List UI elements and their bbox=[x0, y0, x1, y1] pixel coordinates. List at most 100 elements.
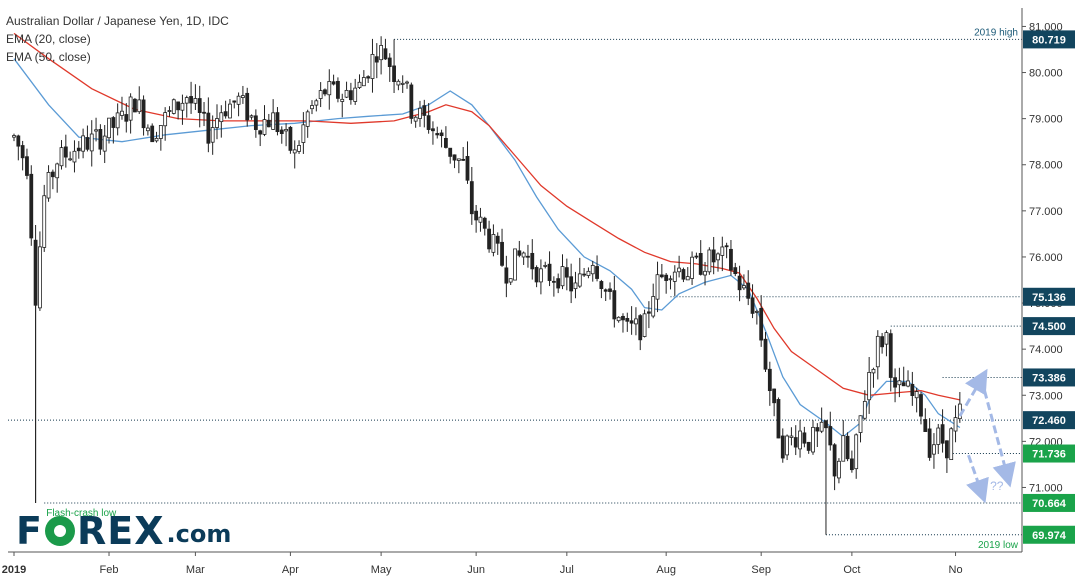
candle-body bbox=[266, 119, 271, 128]
candle-body bbox=[271, 112, 276, 130]
candle-body bbox=[793, 437, 798, 448]
candle-body bbox=[638, 315, 643, 341]
candle-body bbox=[55, 163, 60, 179]
candle-body bbox=[383, 48, 388, 60]
candle-body bbox=[219, 112, 224, 123]
logo-dotcom: .com bbox=[166, 520, 232, 548]
candle-body bbox=[711, 249, 716, 263]
candle-body bbox=[46, 172, 51, 199]
candle-body bbox=[724, 245, 729, 248]
candle-body bbox=[521, 252, 526, 258]
candle-body bbox=[20, 145, 25, 159]
candle-body bbox=[720, 246, 725, 256]
candle-body bbox=[305, 111, 310, 127]
level-price-tag bbox=[1023, 287, 1075, 306]
candle-body bbox=[426, 115, 431, 130]
candle-body bbox=[754, 310, 759, 313]
candle-body bbox=[599, 281, 604, 289]
x-tick-label: No bbox=[949, 564, 963, 576]
candle-body bbox=[72, 150, 77, 163]
candle-body bbox=[767, 368, 772, 392]
candle-body bbox=[742, 285, 746, 289]
candle-body bbox=[595, 266, 599, 279]
forecast-question-label: ?? bbox=[990, 479, 1004, 493]
candle-body bbox=[163, 112, 168, 127]
candle-body bbox=[923, 419, 928, 432]
x-tick-label: 2019 bbox=[2, 564, 26, 576]
candle-body bbox=[141, 99, 146, 129]
chart-legend: Australian Dollar / Japanese Yen, 1D, ID… bbox=[6, 12, 229, 66]
level-price-label: 71.736 bbox=[1032, 449, 1066, 461]
candle-body bbox=[210, 127, 215, 143]
logo-text-right: REX bbox=[76, 509, 165, 553]
y-tick-label: 73.000 bbox=[1029, 390, 1063, 402]
candle-body bbox=[789, 435, 794, 438]
candle-body bbox=[707, 249, 712, 273]
candle-body bbox=[465, 156, 470, 181]
candle-body bbox=[871, 368, 876, 374]
candle-body bbox=[569, 276, 574, 292]
level-price-tag bbox=[1023, 30, 1075, 49]
candle-body bbox=[249, 115, 254, 118]
candle-body bbox=[16, 135, 21, 147]
candle-body bbox=[685, 276, 690, 281]
ema-lines bbox=[13, 32, 961, 438]
candle-body bbox=[560, 266, 565, 287]
level-labels: 80.719 75.136 74.500 73.386 72.460 71.736 70.6… bbox=[46, 27, 1075, 551]
candle-body bbox=[819, 421, 824, 432]
candle-body bbox=[42, 195, 47, 248]
candle-body bbox=[344, 89, 349, 98]
candle-body bbox=[94, 129, 98, 132]
candle-body bbox=[452, 154, 457, 161]
candle-body bbox=[443, 137, 448, 148]
candle-body bbox=[25, 156, 29, 176]
candle-body bbox=[668, 278, 673, 281]
candle-body bbox=[206, 112, 211, 144]
candle-body bbox=[785, 435, 789, 456]
candle-body bbox=[608, 288, 612, 292]
candle-body bbox=[469, 181, 474, 215]
level-price-label: 73.386 bbox=[1032, 372, 1066, 384]
candle-body bbox=[85, 137, 90, 150]
candle-body bbox=[953, 417, 958, 432]
candle-body bbox=[115, 112, 120, 129]
candle-body bbox=[858, 415, 863, 433]
candle-body bbox=[513, 248, 517, 281]
candle-body bbox=[927, 428, 932, 458]
candle-body bbox=[932, 444, 936, 455]
candle-body bbox=[906, 380, 910, 387]
level-price-label: 72.460 bbox=[1032, 415, 1066, 427]
candle-body bbox=[798, 430, 802, 450]
level-price-label: 80.719 bbox=[1032, 34, 1066, 46]
candle-body bbox=[29, 173, 34, 239]
level-price-tag bbox=[1023, 525, 1075, 544]
candle-body bbox=[370, 53, 375, 79]
candle-body bbox=[729, 248, 733, 271]
candle-body bbox=[81, 135, 86, 152]
candle-body bbox=[154, 137, 159, 142]
x-tick-label: May bbox=[371, 564, 392, 576]
candle-body bbox=[811, 426, 815, 453]
candle-body bbox=[867, 372, 872, 401]
ema50-line bbox=[13, 32, 961, 401]
candle-body bbox=[128, 96, 133, 121]
candle-body bbox=[38, 246, 42, 309]
candle-body bbox=[137, 99, 142, 113]
x-tick-label: Feb bbox=[100, 564, 119, 576]
candle-body bbox=[944, 440, 949, 459]
candle-body bbox=[616, 316, 621, 322]
forecast-arrow-down-main bbox=[979, 378, 1016, 488]
candle-body bbox=[111, 117, 116, 128]
candle-body bbox=[573, 282, 578, 290]
level-price-label: 75.136 bbox=[1032, 292, 1066, 304]
candle-body bbox=[526, 255, 530, 258]
y-tick-label: 79.000 bbox=[1029, 114, 1063, 126]
x-tick-label: Apr bbox=[282, 564, 299, 576]
candle-body bbox=[357, 81, 362, 88]
candle-body bbox=[586, 270, 591, 276]
candle-body bbox=[102, 135, 107, 152]
x-tick-label: Sep bbox=[751, 564, 771, 576]
candle-body bbox=[98, 129, 103, 150]
candle-body bbox=[884, 332, 889, 345]
